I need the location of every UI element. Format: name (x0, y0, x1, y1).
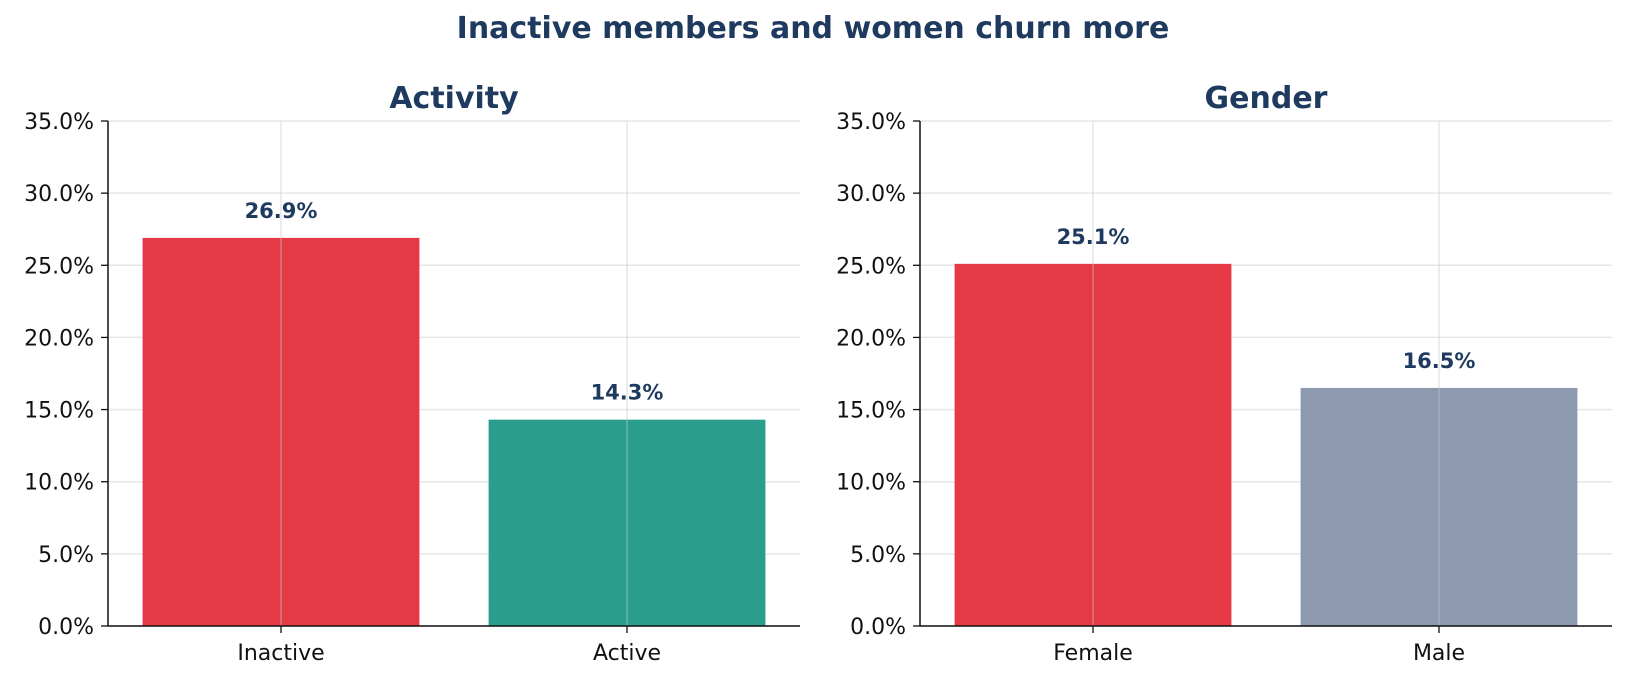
y-tick-label: 15.0% (24, 399, 94, 424)
bar-active (488, 419, 766, 626)
y-tick-label: 10.0% (24, 471, 94, 496)
activity-panel: 0.0% 5.0% 10.0% 15.0% 20.0% 25.0% 30.0% 35.0% 26… (24, 81, 800, 666)
data-label: 26.9% (245, 199, 318, 223)
gender-panel: 0.0% 5.0% 10.0% 15.0% 20.0% 25.0% 30.0% 35.0% 25… (836, 81, 1612, 666)
bar-inactive (142, 237, 420, 626)
data-label: 16.5% (1403, 349, 1476, 373)
y-tick-label: 20.0% (24, 326, 94, 351)
x-tick-label: Male (1413, 641, 1465, 666)
x-tick-label: Active (593, 641, 661, 666)
y-tick-label: 35.0% (24, 110, 94, 135)
y-tick-label: 10.0% (836, 471, 906, 496)
y-tick-label: 30.0% (24, 182, 94, 207)
x-tick-label: Inactive (237, 641, 324, 666)
y-tick-label: 5.0% (38, 543, 94, 568)
y-tick-label: 30.0% (836, 182, 906, 207)
y-tick-label: 20.0% (836, 326, 906, 351)
y-tick-label: 35.0% (836, 110, 906, 135)
y-tick-label: 25.0% (836, 254, 906, 279)
y-tick-label: 15.0% (836, 399, 906, 424)
data-label: 14.3% (591, 381, 664, 405)
y-tick-label: 0.0% (38, 615, 94, 640)
y-tick-label: 25.0% (24, 254, 94, 279)
panel-title: Gender (1205, 81, 1328, 116)
y-tick-label: 5.0% (850, 543, 906, 568)
bar-female (954, 263, 1232, 626)
bar-male (1300, 387, 1578, 626)
chart-title: Inactive members and women churn more (457, 11, 1170, 46)
panel-title: Activity (389, 81, 519, 116)
x-tick-label: Female (1053, 641, 1133, 666)
data-label: 25.1% (1057, 225, 1130, 249)
y-tick-label: 0.0% (850, 615, 906, 640)
